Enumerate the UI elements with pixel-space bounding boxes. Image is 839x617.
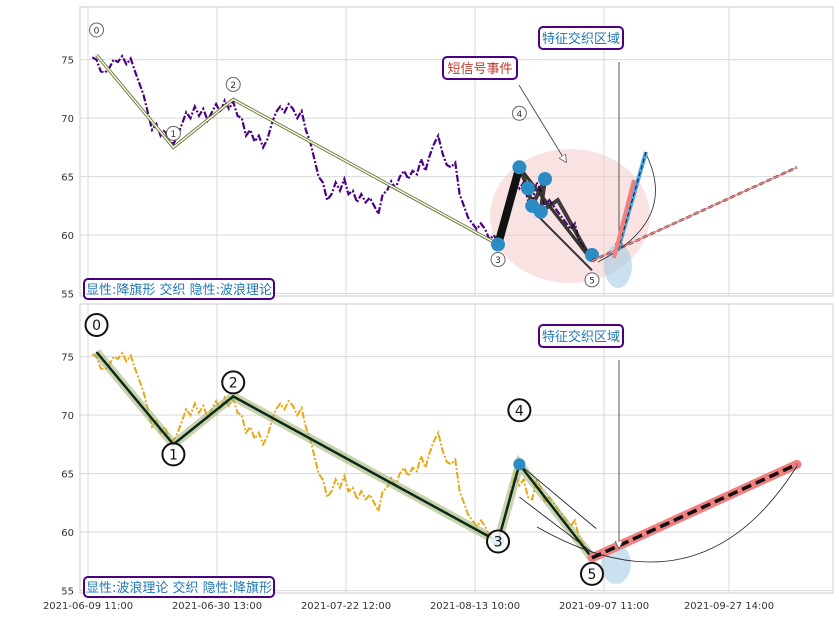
top-flag-dot bbox=[538, 171, 553, 186]
bottom-caption: 显性:波浪理论 交织 隐性:降旗形 bbox=[86, 580, 272, 596]
top-flag-dot bbox=[520, 181, 535, 196]
y-tick-label: 70 bbox=[61, 411, 74, 422]
top-flag-dot bbox=[512, 160, 527, 175]
bottom-wave-label: 2 bbox=[229, 375, 238, 391]
x-tick-label: 2021-09-07 11:00 bbox=[559, 601, 649, 612]
top-wave-marker bbox=[89, 22, 105, 38]
x-tick-label: 2021-07-22 12:00 bbox=[301, 601, 391, 612]
top-wave-label: 3 bbox=[495, 256, 501, 266]
top-zone-box bbox=[538, 26, 624, 50]
y-tick-label: 55 bbox=[61, 290, 74, 301]
top-signal-arrow bbox=[518, 84, 566, 162]
bottom-wave-label: 0 bbox=[92, 318, 101, 334]
bottom-zone-box bbox=[538, 324, 624, 348]
bottom-flag-lower bbox=[519, 496, 597, 556]
x-axis: 2021-06-09 11:00 2021-06-30 13:00 2021-07-… bbox=[43, 601, 774, 612]
bottom-plot-area bbox=[79, 303, 834, 594]
y-tick-label: 65 bbox=[61, 470, 74, 481]
top-red-trend bbox=[612, 179, 636, 259]
bottom-panel: 55 60 65 70 75 2021-06-09 11:00 2021-06-30 13… bbox=[43, 303, 834, 612]
top-price-series bbox=[91, 54, 589, 254]
top-blue-trend-dash bbox=[617, 151, 647, 251]
x-tick-label: 2021-06-09 11:00 bbox=[43, 601, 133, 612]
x-tick-label: 2021-09-27 14:00 bbox=[684, 601, 774, 612]
y-tick-label: 60 bbox=[61, 231, 74, 242]
bottom-wave-label: 4 bbox=[515, 403, 524, 419]
top-wave-marker bbox=[490, 252, 506, 268]
bottom-y-axis: 55 60 65 70 75 bbox=[61, 353, 74, 598]
top-y-axis: 55 60 65 70 75 bbox=[61, 56, 74, 301]
bottom-wave-line bbox=[95, 351, 593, 559]
top-flag-dot bbox=[491, 237, 506, 252]
top-wave-label: 5 bbox=[589, 276, 595, 286]
y-tick-label: 70 bbox=[61, 114, 74, 125]
bottom-caption-box bbox=[83, 576, 275, 598]
bottom-wave-marker bbox=[507, 398, 532, 423]
top-signal-label: 短信号事件 bbox=[447, 62, 512, 77]
top-zone-label: 特征交织区域 bbox=[542, 31, 620, 47]
top-wave-markers: 0 1 2 3 4 5 bbox=[89, 22, 600, 288]
bottom-wave-marker bbox=[579, 561, 604, 586]
bottom-wave-label: 5 bbox=[588, 567, 597, 583]
top-wave-label: 4 bbox=[517, 110, 523, 120]
top-wave-label: 0 bbox=[94, 26, 100, 36]
y-tick-label: 75 bbox=[61, 353, 74, 364]
y-tick-label: 75 bbox=[61, 56, 74, 67]
top-caption: 显性:降旗形 交织 隐性:波浪理论 bbox=[86, 282, 272, 298]
bottom-zone-label: 特征交织区域 bbox=[542, 329, 620, 345]
top-panel: 55 60 65 70 75 0 1 2 3 4 5 特征交织区域 短信号事件 显性:降旗形 交织… bbox=[61, 6, 834, 301]
x-tick-label: 2021-06-30 13:00 bbox=[172, 601, 262, 612]
bottom-wave-marker bbox=[161, 442, 186, 467]
top-plot-area bbox=[79, 6, 834, 297]
bottom-flag-upper bbox=[519, 463, 597, 529]
bottom-wave-markers: 0 1 2 3 4 5 bbox=[84, 312, 604, 586]
y-tick-label: 60 bbox=[61, 528, 74, 539]
bottom-wave-label: 3 bbox=[494, 535, 503, 551]
top-wave-marker bbox=[511, 105, 527, 121]
top-flag-dot bbox=[533, 204, 548, 219]
bottom-arc bbox=[536, 465, 798, 563]
bottom-wave-marker bbox=[84, 312, 109, 337]
top-flag-pattern bbox=[491, 160, 599, 271]
y-tick-label: 65 bbox=[61, 173, 74, 184]
top-flag-pole bbox=[494, 166, 524, 246]
top-wave-marker bbox=[165, 125, 181, 141]
bottom-wave-marker bbox=[221, 370, 246, 395]
top-wave-marker bbox=[225, 76, 241, 92]
top-trend-accent bbox=[591, 166, 798, 262]
bottom-wave-label: 1 bbox=[169, 447, 178, 463]
bottom-trend-line bbox=[591, 462, 798, 560]
y-tick-label: 55 bbox=[61, 587, 74, 598]
x-tick-label: 2021-08-13 10:00 bbox=[430, 601, 520, 612]
top-signal-box bbox=[442, 56, 518, 80]
bottom-flag-dot bbox=[513, 458, 526, 471]
bottom-wave-marker bbox=[486, 529, 511, 554]
top-wave-label: 2 bbox=[230, 81, 236, 91]
top-caption-box bbox=[83, 278, 275, 300]
top-wave-label: 1 bbox=[171, 130, 177, 140]
top-wave-marker bbox=[584, 272, 600, 288]
